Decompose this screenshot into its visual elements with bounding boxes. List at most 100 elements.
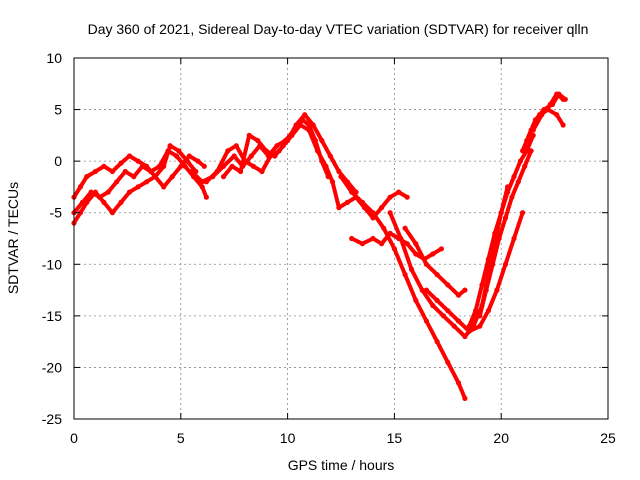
series-line [339, 174, 467, 401]
x-tick-label: 10 [280, 430, 296, 446]
data-point [274, 143, 280, 149]
x-axis-label: GPS time / hours [288, 457, 395, 473]
data-point [186, 153, 192, 159]
data-point [329, 179, 336, 185]
data-point [184, 158, 190, 164]
data-point [560, 96, 566, 102]
data-point [229, 163, 235, 169]
data-point [381, 225, 387, 231]
data-point [248, 153, 254, 159]
x-tick-label: 0 [70, 430, 78, 446]
data-point [105, 189, 111, 195]
data-point [524, 148, 530, 154]
data-point [560, 122, 566, 128]
series-line [403, 226, 467, 298]
data-point [479, 282, 485, 288]
data-point [408, 266, 415, 272]
data-point [359, 199, 365, 205]
data-point [225, 148, 231, 154]
data-point [195, 158, 201, 164]
data-point [161, 163, 167, 169]
data-point [530, 132, 536, 138]
data-point [220, 174, 227, 180]
data-point [419, 287, 425, 293]
data-point [530, 127, 536, 133]
data-point [338, 174, 344, 180]
series-arc-11 [423, 210, 526, 334]
data-point [547, 101, 553, 107]
x-tick-label: 25 [600, 430, 616, 446]
data-point [263, 148, 269, 154]
data-point [327, 153, 333, 159]
data-point [319, 137, 325, 144]
data-point [438, 246, 444, 252]
data-point [201, 163, 207, 169]
data-point [511, 174, 517, 180]
data-point [396, 189, 402, 195]
y-tick-label: -20 [42, 359, 62, 375]
data-point [126, 153, 133, 159]
data-point [462, 333, 468, 340]
data-point [524, 137, 530, 144]
series-arc-10 [402, 225, 468, 298]
y-tick-label: -5 [50, 205, 63, 221]
data-point [344, 199, 350, 205]
data-point [434, 272, 440, 278]
data-point [402, 225, 408, 231]
data-point [280, 143, 286, 149]
data-point [302, 112, 308, 118]
data-point [451, 323, 457, 329]
series-arc-3 [71, 143, 199, 226]
data-point [199, 179, 205, 185]
data-point [250, 163, 256, 169]
data-point [148, 168, 154, 175]
data-point [398, 235, 404, 242]
data-point [323, 163, 329, 169]
data-point [455, 292, 462, 298]
data-point [161, 184, 167, 190]
data-point [445, 359, 451, 365]
data-point [173, 153, 180, 159]
data-point [387, 230, 393, 236]
data-point [498, 210, 504, 216]
data-point [434, 297, 440, 303]
data-point [522, 163, 528, 169]
data-point [101, 199, 107, 205]
data-point [494, 287, 500, 293]
data-point [434, 339, 440, 345]
data-point [505, 189, 511, 195]
data-point [462, 287, 468, 293]
data-point [445, 282, 451, 288]
data-point [77, 184, 83, 190]
data-point [445, 308, 451, 314]
y-tick-label: -10 [42, 256, 62, 272]
axis-ticks [73, 57, 609, 420]
x-tick-labels: 0 5 10 15 20 25 [70, 430, 616, 446]
data-point [423, 287, 429, 293]
data-point [135, 158, 141, 164]
data-point [402, 272, 408, 278]
data-point [272, 153, 278, 159]
grid-lines [74, 58, 608, 419]
data-point [462, 395, 468, 401]
series-arc-13 [477, 148, 534, 319]
data-point [387, 210, 393, 216]
data-point [289, 132, 295, 138]
data-point [109, 168, 115, 175]
series-arc-7 [338, 174, 468, 401]
data-point [387, 194, 393, 200]
x-tick-label: 5 [177, 430, 185, 446]
data-point [122, 168, 128, 175]
x-tick-label: 15 [387, 430, 403, 446]
data-series [71, 91, 568, 401]
data-point [336, 205, 342, 211]
data-point [370, 210, 376, 216]
data-point [349, 235, 355, 242]
data-point [231, 153, 237, 159]
data-point [483, 287, 489, 293]
data-point [528, 148, 534, 154]
data-point [182, 163, 188, 169]
data-point [238, 168, 244, 175]
data-point [391, 246, 397, 252]
data-point [517, 158, 524, 164]
